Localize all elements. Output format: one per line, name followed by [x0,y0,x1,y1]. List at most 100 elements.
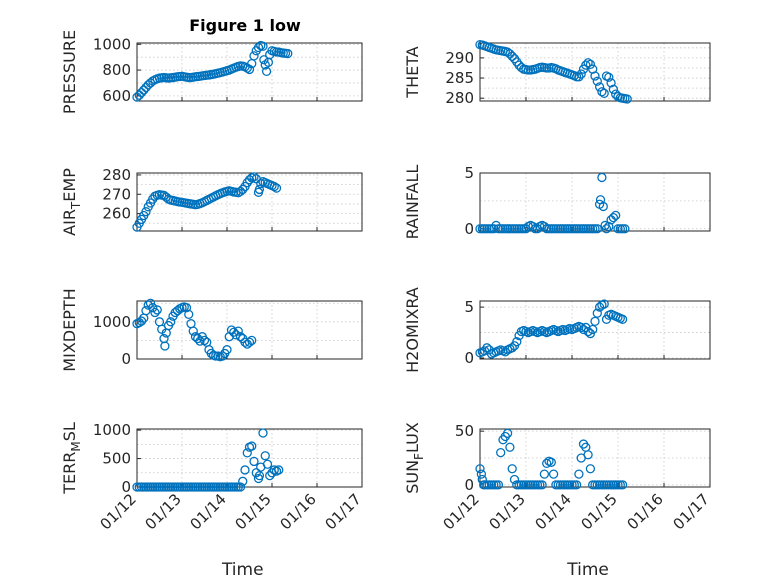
y-tick-label: 0 [121,350,131,368]
data-point [222,345,232,355]
y-axis-label-rest: EMP [60,168,79,202]
y-axis-label: PRESSURE [60,30,79,114]
data-point [604,221,614,232]
data-point [585,59,596,69]
data-point [507,464,517,474]
data-point [617,480,628,490]
data-point [620,224,630,234]
data-point [608,84,619,94]
y-tick-label: 500 [102,450,131,468]
data-point [240,337,250,347]
data-point [242,448,252,458]
data-point [166,317,176,327]
data-point [505,442,515,452]
data-point [585,464,596,474]
data-point [581,60,591,70]
series-terr_msl [132,428,284,492]
data-point [604,72,614,82]
y-tick-label: 0 [464,476,474,494]
data-point [262,459,273,469]
subplot-rainfall: 0 5 RAINFALL [403,164,711,240]
y-axis-label-main: PRESSURE [60,30,79,114]
data-point [509,474,520,485]
y-axis-label-main: THETA [403,46,422,98]
data-point [597,87,607,97]
data-point [249,51,259,61]
data-point [574,469,584,479]
y-tick-label: 270 [102,185,131,203]
y-axis-label-subscript: T [69,201,83,210]
data-point [592,224,602,234]
y-axis-label-main: RAINFALL [403,165,422,240]
data-point [240,465,250,475]
series-air_temp [132,172,282,232]
data-point [150,307,160,318]
data-point [259,55,269,65]
subplot-pressure: 600 800 1000 PRESSURE [60,30,363,114]
data-point [256,178,266,189]
y-axis-label-rest: SL [60,422,79,441]
y-tick-label: 285 [445,69,474,87]
axes-box [136,300,363,360]
data-point [539,469,550,479]
y-tick-label: 290 [445,49,474,67]
data-point [193,333,203,344]
data-point [578,324,589,335]
data-point [588,324,598,335]
y-axis-label: SUNFLUX [403,422,426,494]
data-point [606,78,616,88]
data-point [247,441,257,451]
axes-frame [479,42,711,102]
data-point [249,456,259,467]
data-point [608,212,619,223]
y-tick-label: 1000 [93,313,131,331]
y-axis-label: THETA [403,46,422,98]
data-point [260,451,270,461]
data-point [590,316,600,327]
data-point [253,42,264,53]
data-point [199,335,210,346]
data-point [229,327,239,337]
data-point [271,183,282,193]
data-point [258,41,268,51]
data-point [592,308,602,318]
series-pressure [132,40,293,102]
series-h2omixra [475,299,628,359]
data-point [269,181,279,192]
data-point [617,314,628,324]
data-point [546,457,556,467]
data-point [244,337,255,347]
data-point [265,470,275,481]
y-axis-label-main: TERR [60,452,79,495]
data-point [583,450,593,460]
y-tick-label: 280 [102,166,131,184]
data-point [542,458,552,469]
data-point [598,201,608,212]
y-axis-label-rest: LUX [403,422,422,453]
data-point [251,468,261,478]
y-axis-label-main: AIR [60,209,79,236]
data-point [247,335,257,346]
x-axis-label: Time [566,560,609,580]
series-sun_flux [475,428,628,490]
axes-frame [136,428,363,488]
y-axis-label-main: H2OMIXRA [403,287,422,373]
data-point [594,82,605,92]
data-point [258,428,268,438]
data-point [583,326,593,337]
data-point [548,469,559,479]
axes-box [479,428,711,488]
axes-frame [136,300,363,360]
data-point [145,298,156,308]
data-point [235,332,246,342]
data-point [512,337,522,347]
data-point [233,326,243,336]
data-point [574,72,584,82]
data-point [528,221,538,232]
series-theta [475,39,632,104]
y-axis-label-main: SUN [403,460,422,494]
data-point [611,210,621,221]
